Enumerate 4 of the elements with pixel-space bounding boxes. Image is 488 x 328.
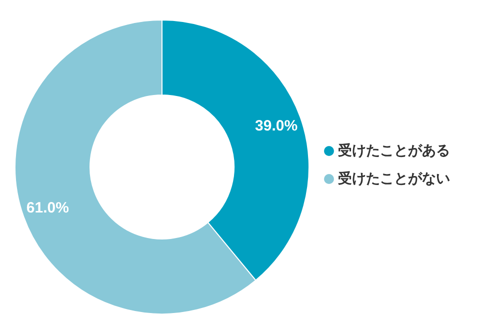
data-label: 61.0% [26, 200, 69, 217]
data-label: 39.0% [255, 117, 298, 134]
legend-label: 受けたことがある [338, 142, 450, 158]
legend-label: 受けたことがない [338, 170, 450, 186]
